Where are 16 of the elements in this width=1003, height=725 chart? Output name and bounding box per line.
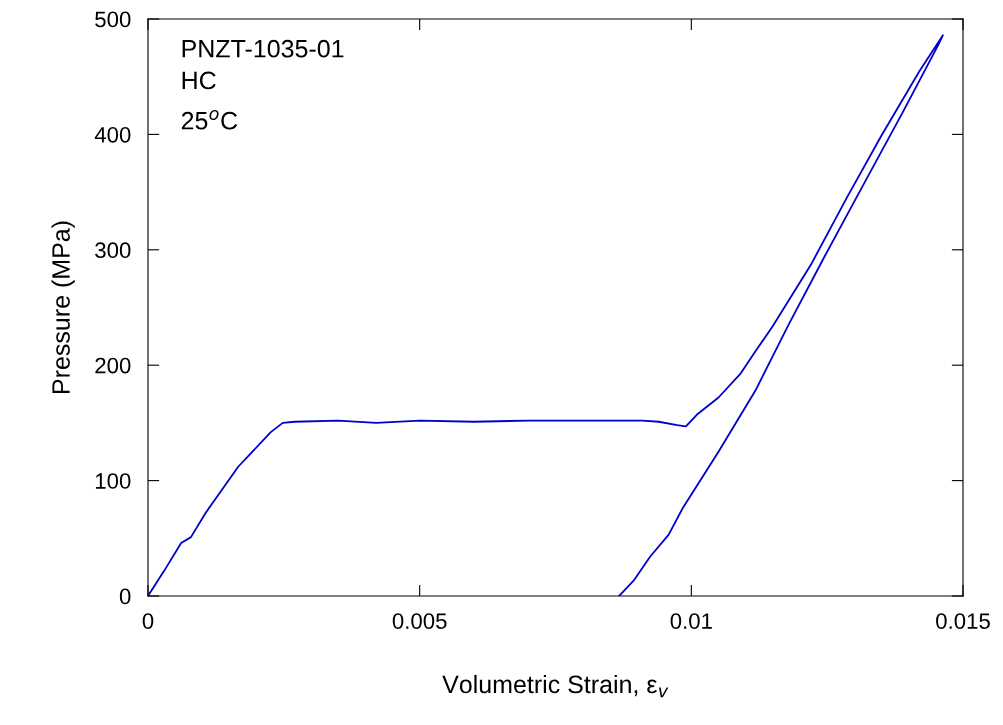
y-tick-label: 400 (94, 126, 131, 143)
annotation: HC (182, 71, 216, 90)
y-tick-label: 0 (119, 588, 131, 605)
y-axis-title: Pressure (MPa) (51, 221, 75, 393)
y-tick-label: 100 (95, 473, 131, 489)
x-tick-label: 0.005 (392, 613, 447, 629)
y-tick-label: 500 (95, 11, 131, 28)
x-axis-title: Volumetric Strain, ε$_{v}$ (442, 674, 669, 698)
y-tick-label: 200 (95, 357, 131, 374)
x-tick-label: 0.015 (936, 613, 990, 629)
x-tick-label: 0 (142, 613, 154, 629)
y-tick-label: 300 (95, 242, 131, 259)
x-tick-label: 0.01 (670, 613, 712, 629)
annotation: PNZT-1035-01 (182, 39, 344, 58)
annotation: 25$^{o}$C (181, 109, 238, 130)
line-series (148, 34, 944, 596)
